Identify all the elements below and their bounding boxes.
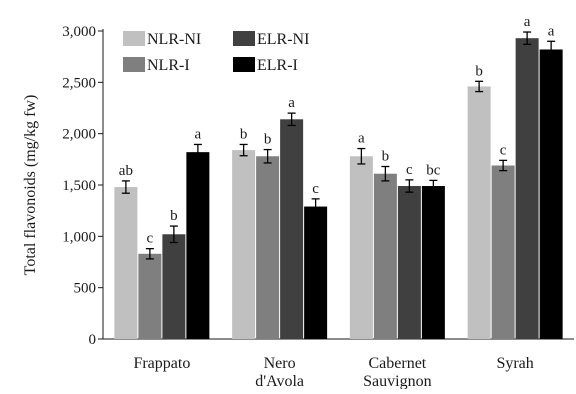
- significance-letter: a: [524, 14, 531, 30]
- bar-elr-ni: [515, 38, 539, 339]
- significance-letter: c: [147, 231, 154, 247]
- y-tick-label: 500: [74, 281, 97, 297]
- significance-letter: a: [288, 95, 295, 111]
- significance-letter: bc: [426, 162, 441, 178]
- bar-elr-ni: [280, 119, 304, 339]
- x-category-label: Syrah: [496, 355, 533, 372]
- bar-nlr-i: [256, 156, 280, 339]
- legend-label: NLR-I: [147, 57, 190, 74]
- legend-swatch-elr-i: [233, 57, 255, 72]
- significance-letter: a: [358, 131, 365, 147]
- bar-nlr-i: [373, 173, 397, 339]
- bar-elr-ni: [397, 186, 421, 339]
- x-category-label: Sauvignon: [363, 373, 431, 389]
- significance-letter: c: [406, 162, 413, 178]
- bar-elr-i: [539, 49, 563, 339]
- legend-swatch-elr-ni: [233, 31, 255, 46]
- legend-label: ELR-I: [257, 57, 298, 74]
- significance-letter: b: [475, 63, 483, 79]
- bar-elr-i: [421, 186, 445, 339]
- significance-letter: b: [264, 132, 272, 148]
- significance-letter: ab: [119, 163, 133, 179]
- significance-letter: a: [548, 23, 555, 39]
- y-tick-label: 1,000: [62, 229, 96, 245]
- significance-letter: b: [170, 208, 178, 224]
- x-category-label: Frappato: [133, 355, 190, 372]
- axes-layer: 0 500 1,000 1,500 2,000 2,500 3,000 Total flavo…: [22, 24, 574, 390]
- y-tick-label: 2,000: [62, 127, 96, 143]
- significance-letter: a: [195, 126, 202, 142]
- legend: NLR-NI NLR-I ELR-NI ELR-I: [123, 31, 309, 74]
- bar-nlr-ni: [232, 150, 256, 339]
- x-category-label: Nero: [264, 355, 296, 372]
- bar-elr-i: [186, 152, 210, 339]
- bar-nlr-ni: [114, 187, 138, 339]
- legend-swatch-nlr-i: [123, 57, 145, 72]
- bar-nlr-ni: [349, 156, 373, 339]
- bar-nlr-ni: [467, 86, 491, 339]
- y-tick-label: 2,500: [62, 75, 96, 91]
- bar-elr-ni: [162, 234, 186, 339]
- y-tick-label: 0: [89, 332, 97, 348]
- y-tick-label: 1,500: [62, 178, 96, 194]
- significance-letter: c: [312, 181, 319, 197]
- x-category-label: d'Avola: [255, 373, 304, 389]
- y-axis-title: Total flavonoids (mg/kg fw): [22, 95, 39, 276]
- bar-nlr-i: [138, 253, 162, 339]
- y-tick-label: 3,000: [62, 24, 96, 40]
- legend-swatch-nlr-ni: [123, 31, 145, 46]
- legend-label: NLR-NI: [147, 31, 201, 48]
- significance-letter: b: [382, 149, 390, 165]
- significance-letter: c: [500, 142, 507, 158]
- x-category-label: Cabernet: [369, 355, 427, 372]
- bar-elr-i: [304, 206, 328, 339]
- bar-nlr-i: [491, 165, 515, 339]
- legend-label: ELR-NI: [257, 31, 309, 48]
- significance-letter: b: [240, 126, 248, 142]
